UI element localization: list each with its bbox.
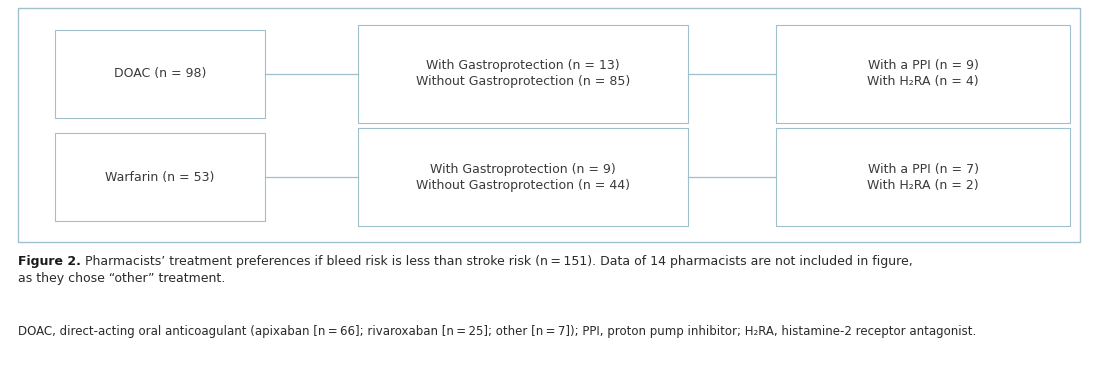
Text: With H₂RA (n = 4): With H₂RA (n = 4) — [867, 76, 979, 89]
Text: With H₂RA (n = 2): With H₂RA (n = 2) — [867, 178, 979, 191]
Text: DOAC (n = 98): DOAC (n = 98) — [113, 68, 206, 81]
Text: Without Gastroprotection (n = 44): Without Gastroprotection (n = 44) — [416, 178, 630, 191]
Bar — [776, 128, 1070, 226]
Text: Without Gastroprotection (n = 85): Without Gastroprotection (n = 85) — [416, 76, 630, 89]
Bar — [55, 30, 265, 118]
Bar — [358, 128, 688, 226]
Text: as they chose “other” treatment.: as they chose “other” treatment. — [18, 272, 226, 285]
Text: Pharmacists’ treatment preferences if bleed risk is less than stroke risk (n = 1: Pharmacists’ treatment preferences if bl… — [81, 255, 913, 268]
Text: With a PPI (n = 9): With a PPI (n = 9) — [868, 59, 978, 72]
Text: DOAC, direct-acting oral anticoagulant (apixaban [n = 66]; rivaroxaban [n = 25];: DOAC, direct-acting oral anticoagulant (… — [18, 325, 977, 338]
Text: Warfarin (n = 53): Warfarin (n = 53) — [106, 171, 214, 184]
Text: With a PPI (n = 7): With a PPI (n = 7) — [868, 162, 979, 175]
Text: Figure 2.: Figure 2. — [18, 255, 81, 268]
Bar — [358, 25, 688, 123]
Text: With Gastroprotection (n = 13): With Gastroprotection (n = 13) — [426, 59, 619, 72]
Text: With Gastroprotection (n = 9): With Gastroprotection (n = 9) — [430, 162, 616, 175]
Bar — [18, 8, 1080, 242]
Bar — [776, 25, 1070, 123]
Bar — [55, 133, 265, 221]
